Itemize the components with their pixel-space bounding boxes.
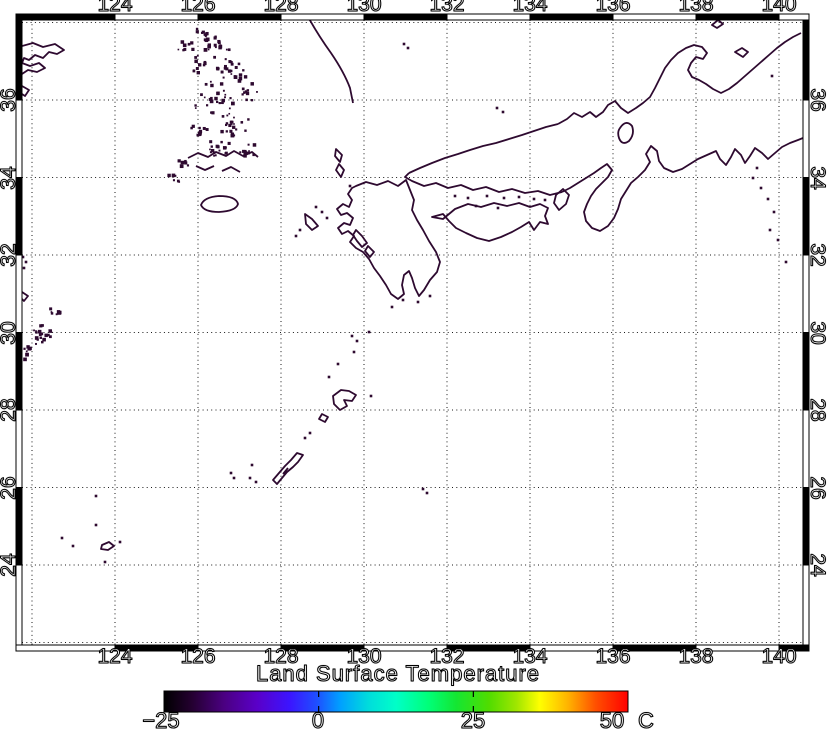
colorbar-tick-label: 50 (599, 708, 625, 733)
colorbar-tick-label: 0 (311, 708, 325, 733)
right-axis-label: 24 (806, 553, 827, 577)
left-axis-label: 32 (0, 243, 21, 267)
colorbar-unit-label: C (638, 708, 655, 733)
lst-data-speckles (22, 27, 788, 564)
top-axis-label: 130 (346, 0, 382, 16)
top-axis-label: 126 (180, 0, 216, 16)
left-axis-label: 36 (0, 88, 21, 112)
top-axis-label: 124 (97, 0, 133, 16)
left-axis-label: 28 (0, 398, 21, 422)
colorbar-tick-label: −25 (142, 708, 180, 733)
bottom-axis-label: 124 (97, 645, 133, 668)
right-axis-label: 26 (806, 475, 827, 500)
graticule (22, 20, 803, 645)
bottom-axis-label: 138 (678, 645, 714, 668)
top-axis-label: 138 (678, 0, 714, 16)
right-axis-label: 28 (806, 398, 827, 422)
right-axis-label: 36 (806, 88, 827, 112)
right-axis-label: 32 (806, 243, 827, 267)
top-axis-label: 128 (263, 0, 299, 16)
left-axis-label: 34 (0, 165, 21, 190)
bottom-axis-label: 132 (429, 645, 465, 668)
colorbar (163, 690, 629, 713)
map-frame (15, 13, 810, 652)
top-axis-label: 140 (761, 0, 797, 16)
bottom-axis-label: 134 (512, 645, 548, 668)
top-axis-label: 136 (595, 0, 631, 16)
plot-title: Land Surface Temperature (255, 661, 541, 686)
bottom-axis-label: 130 (346, 645, 382, 668)
right-axis-label: 34 (806, 165, 827, 190)
left-axis-label: 30 (0, 320, 21, 345)
bottom-axis-label: 128 (263, 645, 299, 668)
colorbar-tick-label: 25 (460, 708, 486, 733)
bottom-axis-label: 140 (761, 645, 797, 668)
coastlines (22, 20, 803, 551)
left-axis-label: 26 (0, 475, 21, 500)
top-axis-label: 132 (429, 0, 465, 16)
right-axis-label: 30 (806, 320, 827, 345)
bottom-axis-label: 126 (180, 645, 216, 668)
left-axis-label: 24 (0, 553, 21, 577)
top-axis-label: 134 (512, 0, 548, 16)
bottom-axis-label: 136 (595, 645, 631, 668)
